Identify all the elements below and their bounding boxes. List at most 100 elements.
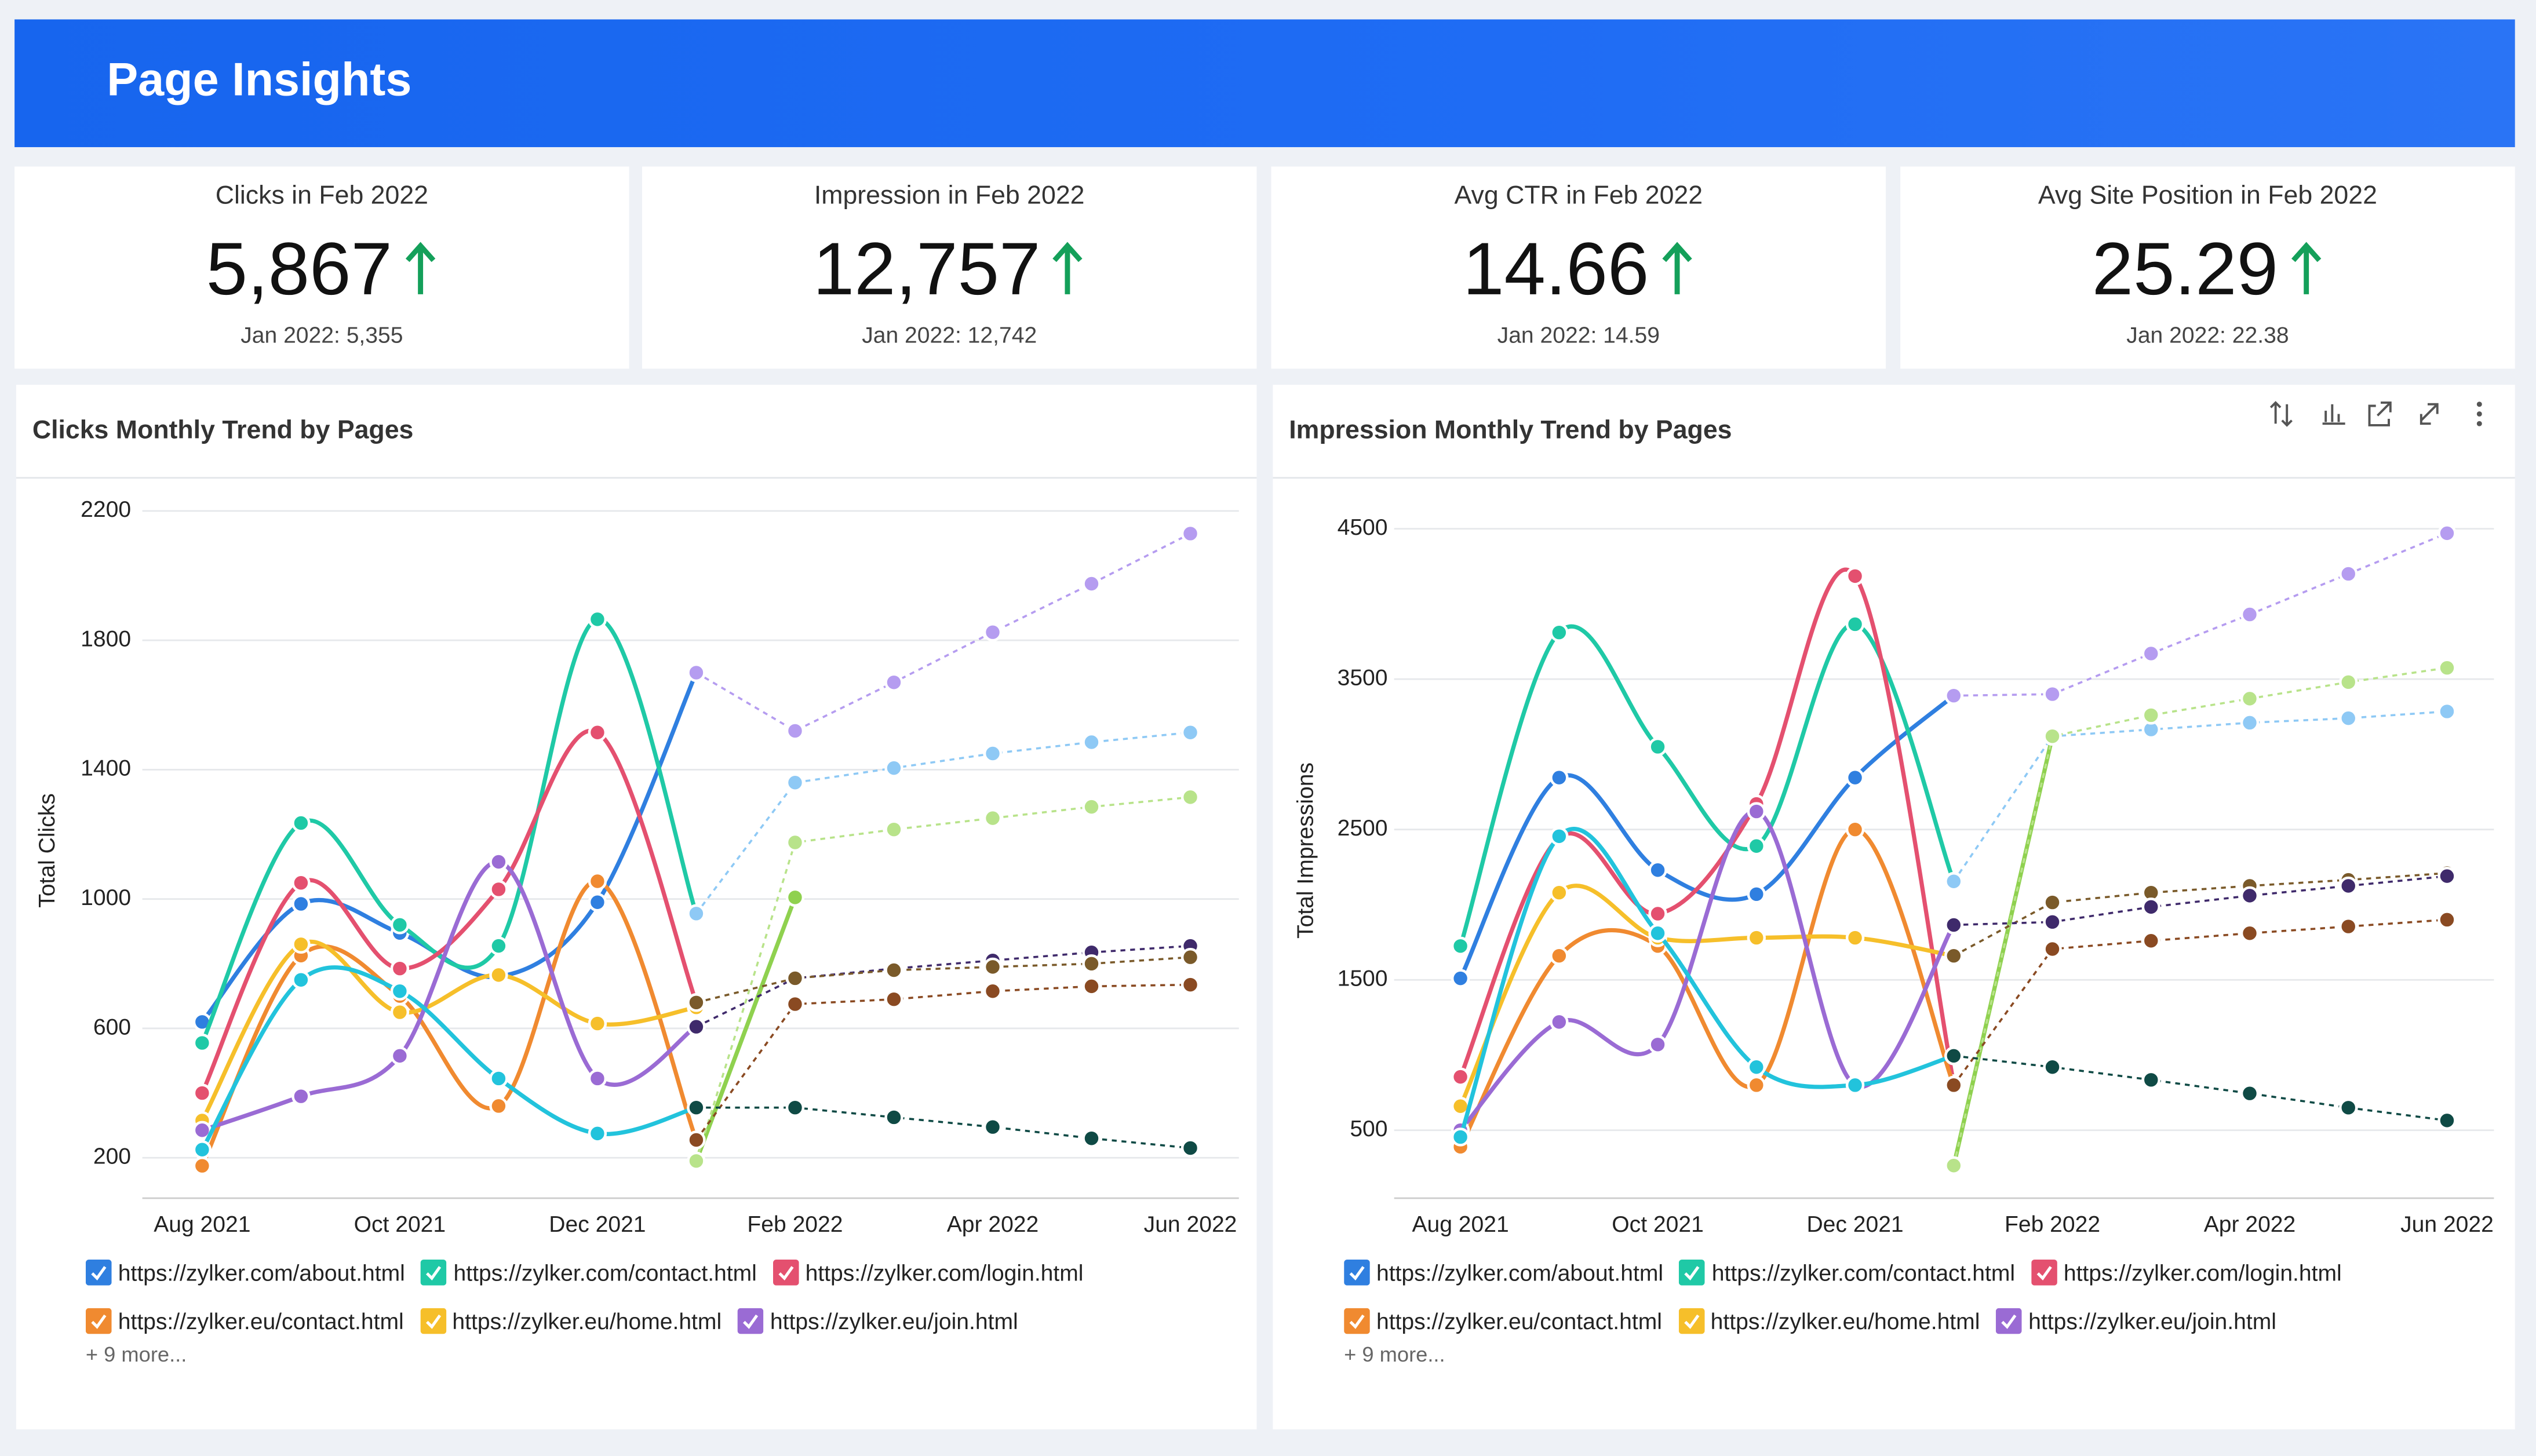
up-arrow — [405, 242, 435, 294]
forecast-line — [695, 796, 1191, 1162]
legend-label: https://zylker.eu/contact.html — [118, 1308, 404, 1334]
chart-type-icon[interactable] — [2322, 404, 2345, 425]
point — [687, 1017, 706, 1037]
point — [1180, 975, 1200, 994]
legend-item[interactable]: https://zylker.eu/join.html — [1996, 1308, 2276, 1334]
point — [2240, 713, 2260, 732]
point — [1944, 915, 1963, 935]
point — [2141, 706, 2160, 725]
page-title: Page Insights — [107, 54, 412, 107]
point — [2437, 658, 2457, 677]
sort-icon[interactable] — [2269, 401, 2293, 427]
point — [390, 915, 410, 935]
checkbox-fill — [2031, 1260, 2057, 1286]
x-tick-label: Dec 2021 — [549, 1212, 646, 1237]
y-tick-label: 2200 — [81, 497, 131, 522]
point — [687, 1151, 706, 1170]
point — [785, 721, 805, 740]
kpi-card: Impression in Feb 2022 12,757 Jan 2022: 12… — [642, 166, 1257, 369]
kpi-compare: Jan 2022: 12,742 — [862, 322, 1037, 348]
legend-item[interactable]: https://zylker.eu/home.html — [1678, 1308, 1980, 1334]
point — [687, 993, 706, 1012]
point — [390, 1046, 410, 1065]
y-axis-label: Total Clicks — [35, 793, 60, 908]
check — [427, 1266, 442, 1281]
legend-item[interactable]: https://zylker.com/contact.html — [421, 1260, 757, 1286]
toolbar[interactable] — [2262, 395, 2505, 433]
check — [1685, 1266, 1700, 1281]
expand-icon[interactable] — [2420, 403, 2439, 425]
checkbox-fill — [420, 1308, 446, 1334]
y-tick-label: 2500 — [1338, 816, 1388, 841]
legend-checkbox — [1679, 1260, 1706, 1286]
point — [1747, 802, 1766, 821]
point — [1180, 947, 1200, 967]
legend-checkbox — [773, 1260, 799, 1286]
point — [2437, 910, 2457, 929]
y-tick-label: 3500 — [1338, 665, 1388, 690]
kpi-label: Avg Site Position in Feb 2022 — [2038, 183, 2377, 210]
point — [2043, 893, 2062, 912]
legend-item[interactable]: https://zylker.com/login.html — [773, 1260, 1084, 1286]
legend-label: https://zylker.eu/contact.html — [1376, 1308, 1662, 1334]
kpi-label: Avg CTR in Feb 2022 — [1454, 183, 1703, 210]
legend-item[interactable]: https://zylker.eu/home.html — [420, 1308, 722, 1334]
point — [489, 1069, 508, 1088]
legend-checkbox — [421, 1260, 447, 1286]
check — [1684, 1314, 1699, 1329]
legend-checkbox — [738, 1308, 764, 1334]
point — [1648, 860, 1667, 880]
legend-checkbox — [1344, 1308, 1370, 1334]
legend-label: https://zylker.com/about.html — [118, 1260, 405, 1286]
y-tick-label: 200 — [93, 1144, 131, 1169]
chart-title: Clicks Monthly Trend by Pages — [32, 417, 414, 445]
kpi-value-row: 14.66 — [1271, 225, 1886, 312]
point — [1747, 1075, 1766, 1095]
point — [588, 1014, 607, 1033]
checkbox-fill — [85, 1260, 112, 1286]
point — [1648, 904, 1667, 924]
series-line — [1951, 735, 2055, 1166]
export-icon[interactable] — [2368, 401, 2392, 426]
x-tick-label: Jun 2022 — [2400, 1212, 2494, 1237]
legend-item[interactable]: https://zylker.eu/contact.html — [1344, 1308, 1662, 1334]
point — [884, 673, 903, 692]
x-tick-label: Dec 2021 — [1806, 1212, 1903, 1237]
legend-item[interactable]: https://zylker.com/contact.html — [1679, 1260, 2015, 1286]
legend-more: + 9 more... — [85, 1342, 187, 1367]
check — [2036, 1266, 2052, 1281]
forecast-line — [695, 532, 1191, 732]
series-line — [200, 617, 698, 1044]
legend-item[interactable]: https://zylker.com/about.html — [1344, 1260, 1663, 1286]
legend-item[interactable]: https://zylker.com/login.html — [2031, 1260, 2342, 1286]
point — [1944, 872, 1963, 891]
point — [785, 888, 805, 907]
legend-item[interactable]: https://zylker.eu/join.html — [738, 1308, 1018, 1334]
point — [192, 1140, 212, 1159]
point — [2339, 709, 2358, 728]
legend-label: https://zylker.eu/home.html — [1710, 1308, 1980, 1334]
divider — [1273, 477, 2515, 479]
legend-item[interactable]: https://zylker.com/about.html — [85, 1260, 405, 1286]
point — [390, 981, 410, 1001]
forecast-line — [1953, 872, 2447, 957]
legend-label: https://zylker.com/login.html — [805, 1260, 1084, 1286]
point — [1082, 977, 1101, 996]
legend-item[interactable]: https://zylker.eu/contact.html — [85, 1308, 404, 1334]
point — [1747, 928, 1766, 947]
point — [2141, 897, 2160, 917]
y-tick-label: 1800 — [81, 626, 131, 651]
point — [1180, 723, 1200, 742]
point — [1082, 954, 1101, 973]
point — [1845, 820, 1865, 839]
point — [1944, 686, 1963, 705]
point — [292, 873, 311, 892]
header: Page Insights — [14, 19, 2515, 147]
point — [1648, 1035, 1667, 1054]
point — [2437, 702, 2457, 721]
point — [489, 880, 508, 899]
x-tick-label: Oct 2021 — [1612, 1212, 1704, 1237]
point — [1845, 928, 1865, 947]
